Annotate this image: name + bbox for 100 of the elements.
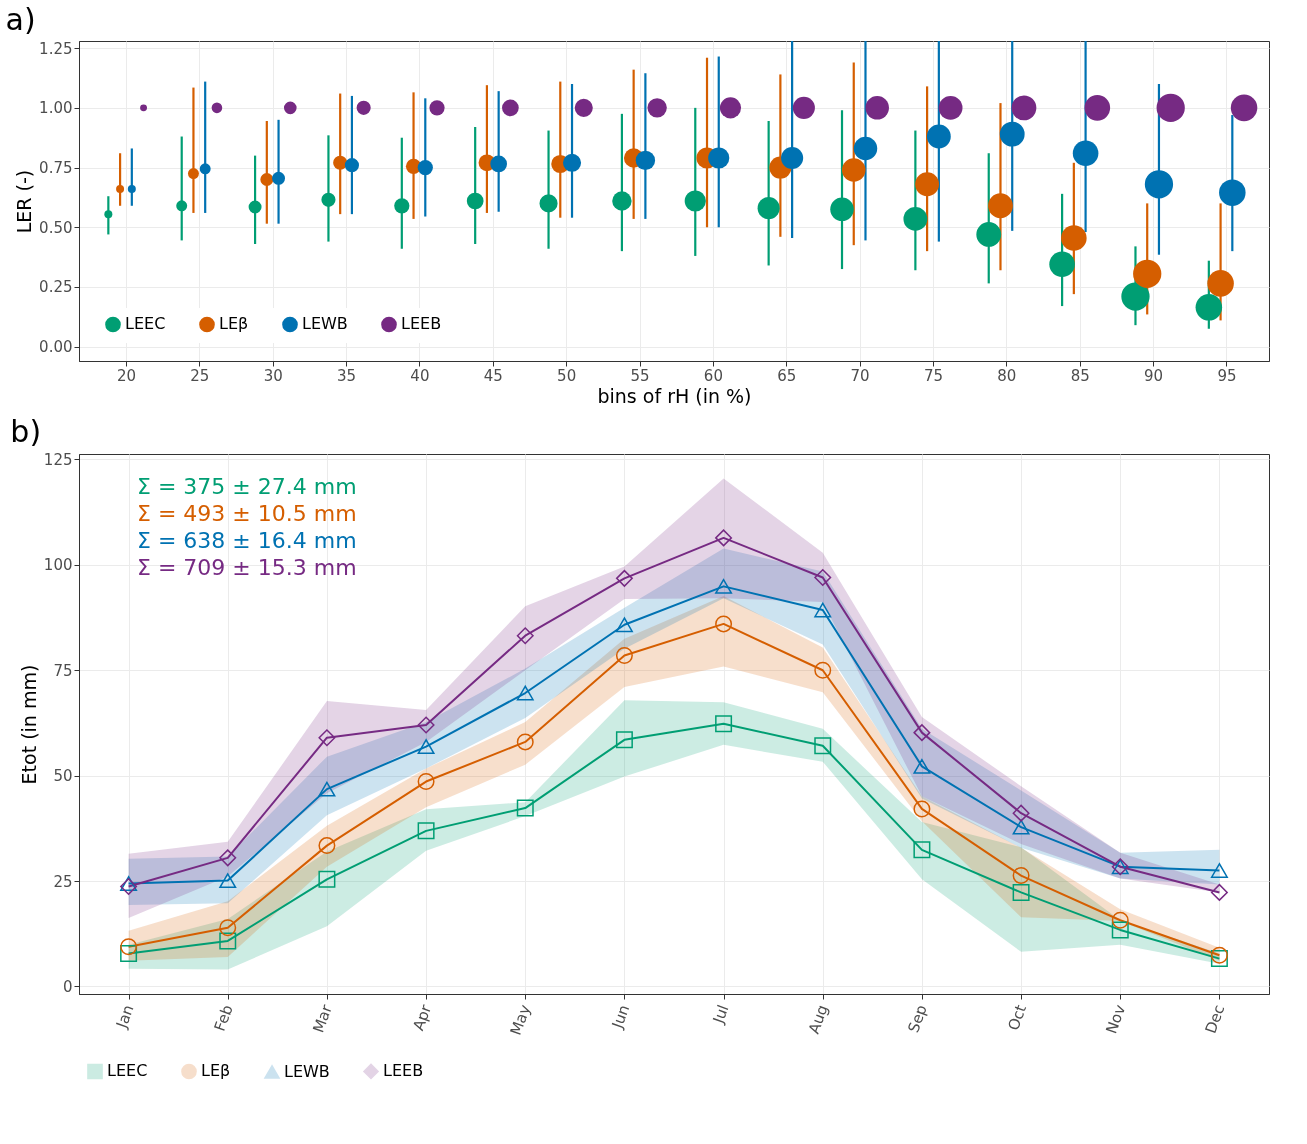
point: [913, 800, 931, 818]
x-tick-label: 35: [337, 366, 357, 385]
legend-label: LEWB: [302, 314, 348, 334]
point: [417, 773, 435, 791]
x-tick-label: Jul: [709, 1002, 733, 1027]
x-tick-label: Oct: [1004, 1002, 1031, 1033]
y-tick-label: 25: [53, 872, 73, 891]
x-tick-label: Mar: [309, 1001, 337, 1036]
x-tick-label: 85: [1070, 366, 1090, 385]
point: [814, 737, 832, 755]
x-tick-label: Sep: [904, 1002, 931, 1036]
legend-label: LEβ: [201, 1061, 231, 1081]
point: [318, 729, 336, 747]
point: [1210, 946, 1228, 964]
point: [1012, 804, 1030, 822]
x-tick-label: Jun: [608, 1002, 634, 1032]
legend-label: LEEB: [401, 314, 442, 334]
x-tick-label: 25: [190, 366, 210, 385]
y-tick-label: 0.50: [39, 218, 73, 237]
legend-label: LEβ: [219, 314, 249, 334]
y-tick-label: 0.75: [39, 159, 73, 178]
point: [715, 578, 733, 594]
point: [1210, 863, 1228, 878]
x-tick-label: Nov: [1102, 1002, 1130, 1037]
chart-title: a): [5, 1, 36, 37]
x-tick-label: Feb: [210, 1002, 237, 1034]
point: [814, 569, 832, 587]
x-tick-label: 75: [923, 366, 944, 385]
legend-label: LEWB: [284, 1061, 330, 1081]
annotation: Σ = 493 ± 10.5 mm: [137, 501, 357, 526]
point: [715, 715, 733, 733]
x-tick-label: 80: [997, 366, 1017, 385]
point: [615, 647, 633, 664]
x-tick-label: 90: [1144, 366, 1164, 385]
point: [318, 837, 336, 855]
x-tick-label: 30: [263, 366, 283, 385]
x-tick-label: Dec: [1201, 1002, 1229, 1036]
point: [1210, 950, 1228, 968]
annotation: Σ = 709 ± 15.3 mm: [137, 555, 357, 580]
x-tick-label: May: [506, 1002, 535, 1038]
point: [913, 724, 931, 742]
y-tick-label: 125: [43, 450, 73, 469]
point: [1210, 883, 1228, 901]
point: [615, 617, 633, 633]
point: [913, 841, 931, 859]
x-tick-label: 40: [410, 366, 430, 385]
x-tick-label: 65: [777, 366, 797, 385]
legend-label: LEEC: [107, 1061, 148, 1081]
point: [219, 873, 237, 889]
point: [516, 733, 534, 751]
point: [516, 799, 534, 817]
legend-label: LEEC: [125, 314, 166, 334]
point: [417, 822, 435, 840]
point: [1012, 883, 1030, 901]
point: [615, 569, 633, 587]
point: [516, 627, 534, 645]
point: [120, 938, 138, 956]
point: [814, 661, 832, 679]
point: [120, 945, 138, 963]
y-tick-label: 0.00: [39, 338, 73, 357]
x-axis-title: bins of rH (in %): [597, 384, 752, 407]
x-tick-label: 50: [557, 366, 577, 385]
point: [417, 716, 435, 734]
x-tick-label: 60: [703, 366, 723, 385]
point: [715, 615, 733, 633]
point: [318, 781, 336, 797]
y-tick-label: 100: [43, 556, 73, 575]
x-tick-label: 95: [1217, 366, 1237, 385]
y-tick-label: 75: [53, 661, 73, 680]
point: [219, 849, 237, 867]
point: [1111, 911, 1129, 929]
chart-title: b): [10, 414, 42, 450]
point: [913, 758, 931, 774]
y-tick-label: 1.25: [39, 39, 73, 58]
point: [715, 529, 733, 547]
point: [516, 685, 534, 701]
legend-label: LEEB: [383, 1061, 424, 1081]
point: [219, 919, 237, 937]
point: [219, 932, 237, 950]
annotation: Σ = 375 ± 27.4 mm: [137, 474, 357, 499]
point: [615, 731, 633, 749]
y-axis-title: Etot (in mm): [17, 664, 40, 785]
y-tick-label: 1.00: [39, 99, 73, 118]
x-tick-label: Jan: [112, 1002, 138, 1032]
x-tick-label: 20: [116, 366, 136, 385]
point: [1012, 819, 1030, 835]
x-tick-label: Apr: [409, 1001, 436, 1033]
x-tick-label: 70: [850, 366, 870, 385]
point: [417, 739, 435, 755]
y-tick-label: 0.25: [39, 278, 73, 297]
point: [318, 870, 336, 888]
annotation: Σ = 638 ± 16.4 mm: [137, 528, 357, 553]
x-tick-label: 55: [630, 366, 650, 385]
point: [1012, 867, 1030, 885]
y-tick-label: 0: [62, 977, 73, 996]
point: [1111, 921, 1129, 939]
x-tick-label: 45: [483, 366, 503, 385]
point: [814, 602, 832, 618]
x-tick-label: Aug: [804, 1002, 832, 1037]
y-tick-label: 50: [53, 767, 73, 786]
